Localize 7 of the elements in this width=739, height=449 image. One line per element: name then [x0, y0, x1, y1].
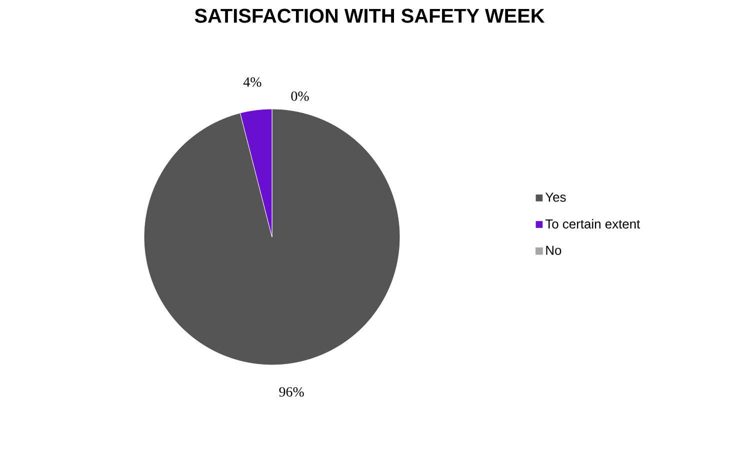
- data-label: 96%: [279, 387, 304, 397]
- legend-label: To certain extent: [545, 219, 640, 229]
- text: 0%: [291, 91, 309, 101]
- chart-title: SATISFACTION WITH SAFETY WEEK: [194, 8, 545, 23]
- data-label: 4%: [243, 77, 262, 87]
- legend-label: No: [546, 246, 562, 255]
- legend-label: Yes: [545, 192, 566, 202]
